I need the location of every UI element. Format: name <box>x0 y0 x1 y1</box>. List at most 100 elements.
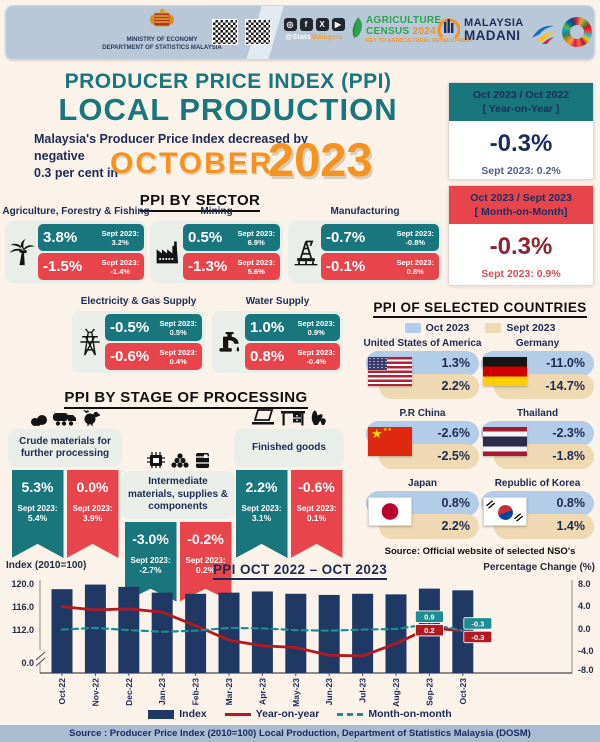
leaf-icon <box>350 16 363 45</box>
social-handle: @StatsMalaysia <box>285 34 343 41</box>
korea-flag-icon <box>483 497 527 526</box>
stage-yoy-pennant: -3.0% Sept 2023: -2.7% <box>124 521 177 602</box>
chart-right-axis-label: Percentage Change (%) <box>483 562 595 573</box>
census-title-line1: AGRICULTURE <box>366 15 442 26</box>
sector-yoy-pill: 3.8% Sept 2023: 3.2% <box>38 224 144 251</box>
sector-mom-pill: -0.6% Sept 2023: 0.4% <box>105 343 202 370</box>
stage-mom-pennant: -0.6% Sept 2023: 0.1% <box>290 470 343 558</box>
qr-code-icon <box>245 19 271 45</box>
page-title-line2: LOCAL PRODUCTION <box>58 92 398 127</box>
country-name: United States of America <box>363 338 482 349</box>
chart-title: PPI OCT 2022 – OCT 2023 <box>150 562 450 580</box>
crude-materials-icons <box>8 404 122 426</box>
laptop-icon <box>252 409 274 425</box>
country-name: Republic of Korea <box>494 478 581 489</box>
yoy-previous: Sept 2023: 0.2% <box>481 165 561 178</box>
country-name: P.R China <box>399 408 446 419</box>
census-tagline: KEY TO AGRICULTURAL DEVELOPMENT <box>366 38 474 44</box>
department-name: DEPARTMENT OF STATISTICS MALAYSIA <box>102 44 222 51</box>
oct-2023-swatch <box>404 323 421 333</box>
svg-text:Dec-22: Dec-22 <box>124 678 134 706</box>
header-bar: MINISTRY OF ECONOMY DEPARTMENT OF STATIS… <box>5 5 595 60</box>
oil-rig-icon <box>291 237 321 267</box>
footer-source-bar: Source : Producer Price Index (2010=100)… <box>0 725 600 742</box>
sector-card-agriculture: Agriculture, Forestry & Fishing 3.8% Sep… <box>2 206 150 283</box>
palm-tree-icon <box>8 236 38 268</box>
svg-text:Feb-23: Feb-23 <box>191 678 201 706</box>
stages-section-heading: PPI BY STAGE OF PROCESSING <box>0 389 372 409</box>
svg-text:0.0: 0.0 <box>21 658 34 668</box>
social-media-block: ◎ f X ▶ @StatsMalaysia <box>280 18 348 41</box>
sept-2023-swatch <box>485 323 502 333</box>
country-card-germany: Germany -11.0% -14.7% <box>481 338 594 402</box>
svg-text:-8.0: -8.0 <box>578 665 594 675</box>
sector-name: Agriculture, Forestry & Fishing <box>2 206 150 217</box>
water-tap-icon <box>215 327 245 357</box>
madani-line1: MALAYSIA <box>464 17 524 30</box>
electricity-pylon-icon <box>75 326 105 358</box>
stage-yoy-pennant: 2.2% Sept 2023: 3.1% <box>235 470 288 558</box>
stage-mom-pennant: -0.2% Sept 2023: 0.2% <box>179 521 232 602</box>
svg-text:Apr-23: Apr-23 <box>257 678 267 705</box>
sector-mom-pill: -0.1% Sept 2023: 0.8% <box>321 253 439 280</box>
ministry-name: MINISTRY OF ECONOMY <box>126 37 198 43</box>
thailand-flag-icon <box>483 427 527 456</box>
sector-mom-pill: -1.3% Sept 2023: 5.6% <box>183 253 280 280</box>
stage-name: Crude materials for further processing <box>8 429 122 467</box>
svg-text:112.0: 112.0 <box>12 625 34 635</box>
svg-text:Oct-22: Oct-22 <box>57 678 67 705</box>
x-twitter-icon: X <box>315 18 329 31</box>
sector-card-water: Water Supply 1.0% Sept 2023: 0.9% 0.8% Se… <box>212 296 343 373</box>
census-title-line2: CENSUS 2024 <box>366 25 437 37</box>
rocks-icon <box>31 415 47 426</box>
svg-text:-0.3: -0.3 <box>471 619 484 628</box>
countries-legend: Oct 2023 Sept 2023 <box>363 322 597 334</box>
mom-summary-box: Oct 2023 / Sept 2023[ Month-on-Month] -0… <box>448 185 594 286</box>
svg-text:Jun-23: Jun-23 <box>324 678 334 706</box>
mom-previous: Sept 2023: 0.9% <box>481 268 561 281</box>
japan-flag-icon <box>368 497 412 526</box>
page-title-line1: PRODUCER PRICE INDEX (PPI) <box>64 70 392 93</box>
stage-card-crude-materials: Crude materials for further processing 5… <box>8 404 122 558</box>
sector-card-electricity: Electricity & Gas Supply -0.5% Sept 2023… <box>72 296 205 373</box>
svg-text:116.0: 116.0 <box>12 602 34 612</box>
chip-icon <box>146 452 165 468</box>
country-name: Germany <box>515 338 560 349</box>
svg-text:Mar-23: Mar-23 <box>224 678 234 706</box>
madani-line2: MADANI <box>464 28 521 44</box>
sector-name: Electricity & Gas Supply <box>80 296 197 307</box>
stage-mom-pennant: 0.0% Sept 2023: 3.9% <box>66 470 119 558</box>
svg-text:0.0: 0.0 <box>578 624 591 634</box>
oil-barrel-icon <box>195 453 209 468</box>
sector-yoy-pill: 1.0% Sept 2023: 0.9% <box>245 314 340 341</box>
svg-text:120.0: 120.0 <box>11 579 34 589</box>
svg-text:May-23: May-23 <box>291 678 301 707</box>
sector-yoy-pill: -0.5% Sept 2023: 0.5% <box>105 314 202 341</box>
factory-icon <box>153 237 183 267</box>
yoy-value: -0.3% <box>489 130 553 158</box>
svg-text:0.2: 0.2 <box>424 626 434 635</box>
chicken-icon <box>83 410 100 426</box>
intermediate-materials-icons <box>121 446 235 468</box>
stage-name: Finished goods <box>234 429 344 467</box>
sector-yoy-pill: -0.7% Sept 2023: -0.8% <box>321 224 439 251</box>
countries-source-note: Source: Official website of selected NSO… <box>384 546 576 557</box>
index-legend-swatch <box>148 709 175 719</box>
countries-section-heading: PPI OF SELECTED COUNTRIES <box>363 300 597 318</box>
svg-text:-0.3: -0.3 <box>471 633 484 642</box>
svg-text:Jul-23: Jul-23 <box>358 678 368 703</box>
country-card-japan: Japan 0.8% 2.2% <box>366 478 479 542</box>
report-year: 2023 <box>268 133 373 186</box>
china-flag-icon <box>368 426 412 456</box>
svg-text:0.9: 0.9 <box>424 613 434 622</box>
yoy-summary-box: Oct 2023 / Oct 2022[ Year-on-Year ] -0.3… <box>448 82 594 180</box>
malaysia-crest-icon <box>144 8 180 36</box>
malaysia-madani-logo: MALAYSIA MADANI <box>436 15 524 46</box>
svg-text:-4.0: -4.0 <box>578 646 594 656</box>
svg-text:Nov-22: Nov-22 <box>90 678 100 707</box>
qr-code-icon <box>212 19 238 45</box>
sector-mom-pill: -1.5% Sept 2023: -1.4% <box>38 253 144 280</box>
country-card-usa: United States of America 1.3% 2.2% <box>363 338 482 402</box>
mom-legend-swatch <box>337 712 364 716</box>
